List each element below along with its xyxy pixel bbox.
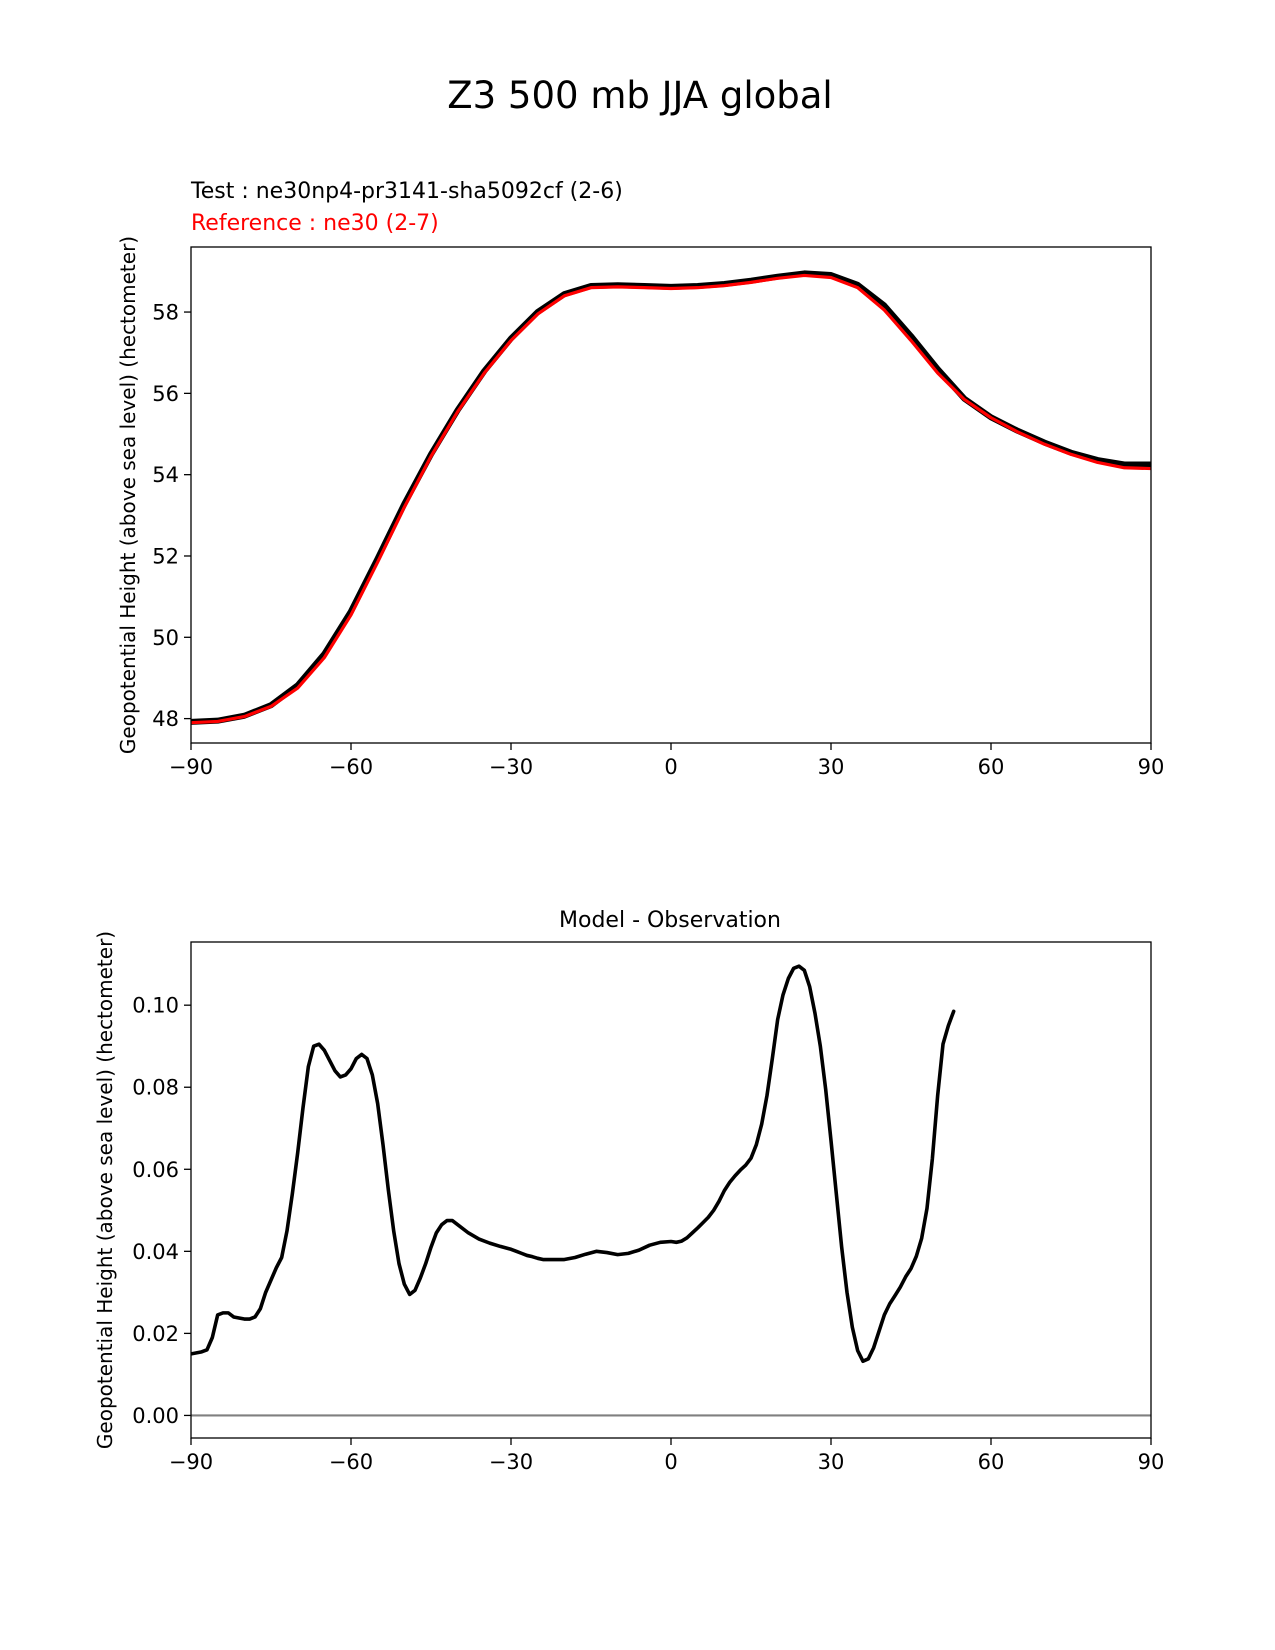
top-ytick-label: 56 bbox=[152, 382, 179, 406]
top-panel: Test : ne30np4-pr3141-sha5092cf (2-6) Re… bbox=[116, 179, 1164, 779]
bottom-xtick-label: −90 bbox=[169, 1450, 213, 1474]
bottom-ytick-label: 0.10 bbox=[132, 994, 179, 1018]
top-series-reference bbox=[191, 273, 1151, 725]
bottom-ytick-label: 0.02 bbox=[132, 1322, 179, 1346]
top-ytick-label: 58 bbox=[152, 301, 179, 325]
top-xtick-label: 90 bbox=[1138, 755, 1165, 779]
bottom-ytick-label: 0.06 bbox=[132, 1158, 179, 1182]
bottom-ylabel: Geopotential Height (above sea level) (h… bbox=[93, 931, 117, 1449]
top-reference-label: Reference : ne30 (2-7) bbox=[191, 211, 439, 236]
top-xtick-label: −30 bbox=[489, 755, 533, 779]
bottom-plot-area: −90 −60 −30 0 30 60 90 0.00 0.02 0.04 0.06 0.08 0.10 bbox=[132, 941, 1165, 1474]
top-xtick-label: 60 bbox=[978, 755, 1005, 779]
top-series-test bbox=[191, 270, 1151, 725]
top-ylabel: Geopotential Height (above sea level) (h… bbox=[116, 236, 140, 754]
bottom-xtick-label: 0 bbox=[664, 1450, 677, 1474]
bottom-xtick-label: 90 bbox=[1138, 1450, 1165, 1474]
top-xtick-label: −90 bbox=[169, 755, 213, 779]
top-xtick-label: 0 bbox=[664, 755, 677, 779]
top-ytick-label: 48 bbox=[152, 707, 179, 731]
bottom-ytick-label: 0.00 bbox=[132, 1404, 179, 1428]
bottom-ytick-label: 0.08 bbox=[132, 1076, 179, 1100]
bottom-xtick-label: −60 bbox=[329, 1450, 373, 1474]
top-xtick-label: −60 bbox=[329, 755, 373, 779]
bottom-axes-frame bbox=[190, 941, 1152, 1439]
bottom-xtick-label: −30 bbox=[489, 1450, 533, 1474]
top-ytick-label: 52 bbox=[152, 544, 179, 568]
top-plot-area: −90 −60 −30 0 30 60 90 48 50 52 54 56 58 bbox=[152, 246, 1165, 779]
bottom-xtick-label: 60 bbox=[978, 1450, 1005, 1474]
bottom-xtick-label: 30 bbox=[818, 1450, 845, 1474]
top-test-label: Test : ne30np4-pr3141-sha5092cf (2-6) bbox=[190, 179, 623, 204]
top-ytick-label: 50 bbox=[152, 626, 179, 650]
bottom-ytick-label: 0.04 bbox=[132, 1240, 179, 1264]
top-axes-frame bbox=[190, 246, 1152, 744]
bottom-title: Model - Observation bbox=[559, 908, 781, 933]
top-ytick-label: 54 bbox=[152, 463, 179, 487]
top-xtick-label: 30 bbox=[818, 755, 845, 779]
bottom-series-diff bbox=[191, 964, 956, 1364]
bottom-panel: Model - Observation −90 −60 −30 0 30 60 90 0.00… bbox=[93, 908, 1164, 1474]
figure-title: Z3 500 mb JJA global bbox=[447, 74, 832, 117]
